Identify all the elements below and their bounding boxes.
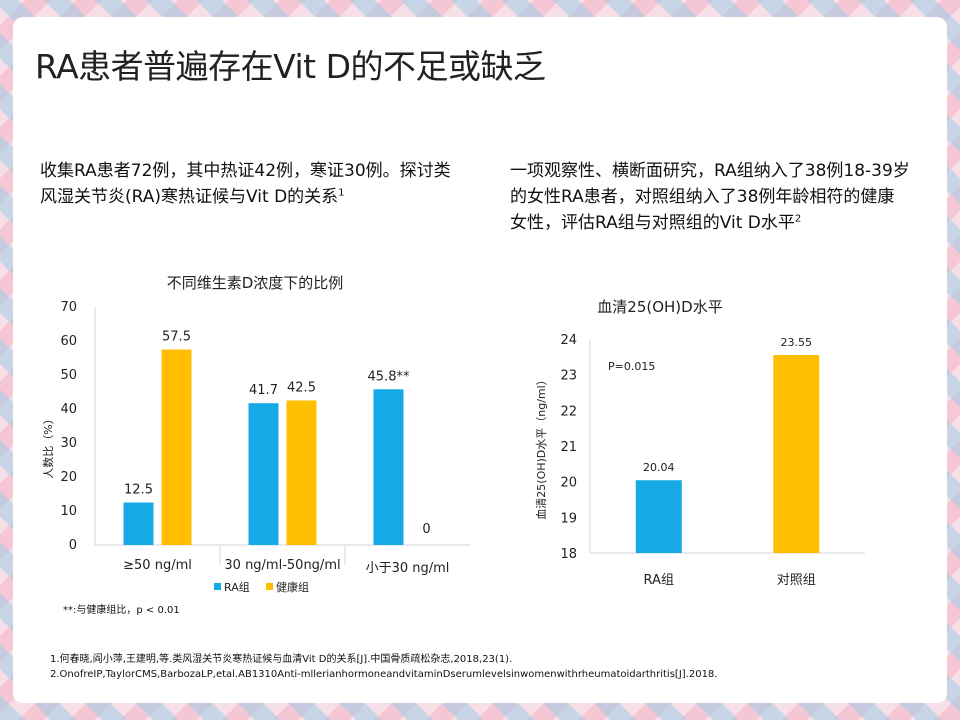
- legend-label-healthy: 健康组: [276, 580, 309, 594]
- p-value-annotation: P=0.015: [608, 360, 655, 373]
- chart-title: 血清25(OH)D水平: [597, 298, 722, 316]
- legend-swatch-healthy: [266, 583, 273, 590]
- data-label: 20.04: [643, 461, 675, 474]
- y-tick-label: 20: [560, 476, 577, 491]
- category-label: 小于30 ng/ml: [366, 561, 450, 576]
- category-label: 30 ng/ml-50ng/ml: [224, 558, 340, 573]
- serum-25ohd-chart: 血清25(OH)D水平 血清25(OH)D水平（ng/ml） P=0.015 1…: [534, 298, 865, 588]
- bar-healthy: [161, 349, 192, 545]
- legend-label-ra: RA组: [224, 580, 250, 594]
- category-label: RA组: [644, 573, 674, 588]
- x-axis: ≥50 ng/ml 30 ng/ml-50ng/ml 小于30 ng/ml: [123, 558, 449, 576]
- y-tick-label: 40: [60, 402, 77, 417]
- left-description: 收集RA患者72例，其中热证42例，寒证30例。探讨类风湿关节炎(RA)寒热证候…: [40, 158, 460, 210]
- significance-note: **:与健康组比，p < 0.01: [63, 605, 180, 616]
- bar-ra: [123, 502, 154, 545]
- data-label: 42.5: [287, 381, 316, 396]
- y-tick-label: 19: [560, 511, 577, 526]
- y-tick-label: 22: [560, 404, 577, 419]
- right-description: 一项观察性、横断面研究，RA组纳入了38例18-39岁的女性RA患者，对照组纳入…: [510, 158, 910, 236]
- bar-ra: [373, 389, 404, 545]
- bars: 12.5 57.5 41.7 42.5 45.8** 0: [123, 330, 431, 545]
- legend: RA组 健康组: [214, 580, 309, 594]
- data-label: 45.8**: [368, 369, 410, 384]
- y-tick-label: 21: [560, 440, 577, 455]
- right-description-text: 一项观察性、横断面研究，RA组纳入了38例18-39岁的女性RA患者，对照组纳入…: [510, 161, 910, 233]
- y-tick-label: 20: [60, 470, 77, 485]
- data-label: 57.5: [162, 330, 191, 345]
- y-axis: 18 19 20 21 22 23 24: [560, 333, 865, 562]
- y-tick-label: 10: [60, 504, 77, 519]
- y-tick-label: 50: [60, 368, 77, 383]
- y-axis-label: 人数比（%）: [42, 413, 55, 478]
- references: 1.何春晓,阎小萍,王建明,等.类风湿关节炎寒热证候与血清Vit D的关系[J]…: [50, 652, 717, 682]
- y-tick-label: 23: [560, 369, 577, 384]
- y-tick-label: 30: [60, 436, 77, 451]
- bars: 20.04 23.55: [635, 336, 820, 553]
- y-axis-label: 血清25(OH)D水平（ng/ml）: [534, 374, 548, 519]
- category-label: ≥50 ng/ml: [123, 558, 192, 573]
- right-reference-mark: 2: [794, 213, 802, 225]
- chart-title: 不同维生素D浓度下的比例: [167, 274, 344, 292]
- y-tick-label: 24: [560, 333, 577, 348]
- y-tick-label: 18: [560, 547, 577, 562]
- x-axis: RA组 对照组: [644, 573, 816, 588]
- reference-1: 1.何春晓,阎小萍,王建明,等.类风湿关节炎寒热证候与血清Vit D的关系[J]…: [50, 654, 513, 665]
- reference-2: 2.OnofreIP,TaylorCMS,BarbozaLP,etal.AB13…: [50, 669, 718, 680]
- y-tick-label: 70: [60, 300, 77, 315]
- category-label: 对照组: [777, 573, 816, 588]
- bar-healthy: [286, 400, 317, 545]
- data-label: 0: [422, 522, 430, 537]
- left-description-text: 收集RA患者72例，其中热证42例，寒证30例。探讨类风湿关节炎(RA)寒热证候…: [40, 161, 451, 207]
- slide-title: RA患者普遍存在Vit D的不足或缺乏: [35, 47, 546, 86]
- data-label: 12.5: [124, 483, 153, 498]
- y-axis: 0 10 20 30 40 50 60 70: [60, 300, 470, 565]
- bar-ra: [635, 480, 682, 553]
- data-label: 23.55: [781, 336, 813, 349]
- bar-ra: [248, 403, 279, 545]
- y-tick-label: 0: [69, 538, 77, 553]
- vitd-proportion-chart: 不同维生素D浓度下的比例 人数比（%） 0 10 20 30 40 50 60 70 12.5…: [42, 274, 470, 594]
- bar-control: [773, 355, 820, 553]
- legend-swatch-ra: [214, 583, 221, 590]
- data-label: 41.7: [249, 383, 278, 398]
- left-reference-mark: 1: [338, 187, 345, 199]
- y-tick-label: 60: [60, 334, 77, 349]
